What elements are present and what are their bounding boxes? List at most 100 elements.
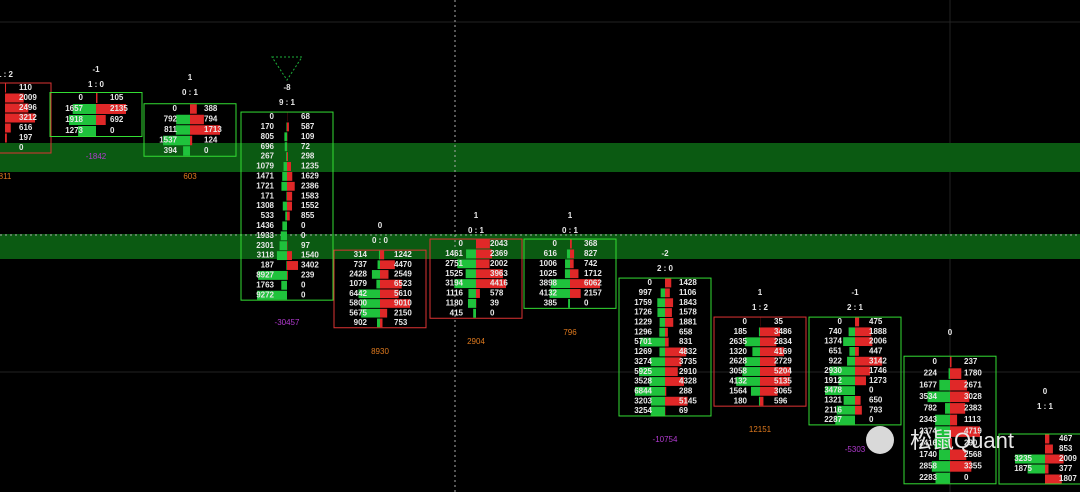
ask-bar: [476, 259, 490, 269]
ask-volume: 616: [19, 123, 33, 132]
ask-bar: [570, 259, 574, 269]
ask-volume: 2150: [394, 308, 412, 317]
bid-bar: [1015, 454, 1045, 464]
bid-volume: 533: [261, 211, 275, 220]
ask-bar: [380, 318, 383, 328]
ask-bar: [190, 104, 197, 114]
ask-bar: [570, 269, 579, 279]
bid-volume: 902: [354, 318, 368, 327]
ask-volume: 0: [19, 143, 24, 152]
ask-bar: [760, 327, 781, 337]
bid-bar: [360, 299, 380, 308]
candle-total: 2904: [467, 337, 485, 346]
bid-bar: [282, 201, 287, 211]
bid-bar: [758, 327, 760, 337]
candle-delta: 0: [378, 221, 383, 230]
ask-volume: 0: [964, 473, 969, 482]
bid-volume: 1374: [824, 337, 842, 346]
bid-bar: [657, 298, 665, 308]
bid-bar: [843, 337, 855, 346]
ask-volume: 1113: [964, 415, 981, 424]
bid-volume: 1006: [539, 259, 557, 268]
ask-bar: [5, 113, 35, 123]
ask-bar: [665, 386, 667, 396]
bid-volume: 811: [164, 125, 177, 134]
bid-bar: [650, 357, 665, 367]
bid-bar: [284, 132, 287, 142]
bid-bar: [758, 396, 760, 406]
ask-volume: 2135: [110, 104, 128, 113]
bid-bar: [927, 391, 950, 403]
ask-bar: [855, 405, 862, 415]
ask-bar: [1045, 444, 1053, 454]
ask-volume: 794: [204, 115, 218, 124]
bid-bar: [935, 414, 950, 426]
ask-volume: 793: [869, 405, 883, 414]
ask-volume: 110: [19, 83, 32, 92]
ask-volume: 237: [964, 357, 978, 366]
bid-volume: 1269: [634, 347, 652, 356]
ask-volume: 753: [394, 318, 408, 327]
ask-volume: 2834: [774, 337, 792, 346]
ask-bar: [950, 461, 972, 472]
ask-volume: 9010: [394, 299, 412, 308]
bid-bar: [744, 337, 760, 347]
ask-bar: [665, 396, 688, 406]
bid-bar: [657, 308, 665, 317]
candle-delta: 1: [188, 73, 193, 82]
bid-bar: [280, 231, 287, 241]
bid-volume: 2343: [919, 415, 937, 424]
bid-volume: 1525: [445, 269, 463, 278]
ask-bar: [950, 391, 970, 403]
ask-bar: [570, 289, 581, 298]
ask-bar: [855, 317, 860, 327]
bid-volume: 1537: [159, 136, 177, 145]
bid-bar: [457, 259, 476, 269]
bid-volume: 737: [354, 260, 368, 269]
ask-volume: 2369: [490, 249, 508, 258]
bid-bar: [843, 396, 855, 405]
ask-bar: [665, 278, 672, 288]
ask-volume: 1888: [869, 327, 887, 336]
bid-volume: 1721: [256, 181, 274, 190]
bid-volume: 185: [734, 327, 748, 336]
bid-volume: 616: [544, 249, 558, 258]
ask-bar: [1045, 474, 1062, 484]
ask-volume: 290: [964, 438, 978, 447]
ask-bar: [950, 356, 952, 368]
bid-volume: 2116: [825, 405, 843, 414]
ask-volume: 4169: [774, 347, 792, 356]
bid-volume: 2287: [824, 415, 842, 424]
bid-volume: 8927: [256, 271, 274, 280]
ask-volume: 4470: [394, 260, 412, 269]
candle-box: [903, 355, 997, 485]
bid-volume: 5675: [349, 308, 367, 317]
ask-bar: [665, 288, 670, 298]
bid-volume: 740: [829, 327, 843, 336]
ask-bar: [287, 171, 293, 181]
ask-bar: [476, 279, 506, 289]
bid-volume: 1296: [634, 327, 652, 336]
bid-bar: [659, 317, 665, 327]
bid-bar: [376, 318, 380, 328]
bid-volume: 792: [164, 115, 178, 124]
ask-volume: 4328: [679, 377, 697, 386]
ask-volume: 288: [679, 386, 693, 395]
ask-volume: 1106: [679, 288, 697, 297]
ask-volume: 5204: [774, 367, 792, 376]
ask-bar: [1045, 464, 1049, 474]
ask-volume: 855: [301, 211, 315, 220]
ask-volume: 105: [110, 93, 124, 102]
bid-volume: 4132: [729, 377, 747, 386]
ask-volume: 2671: [964, 380, 982, 389]
ask-bar: [855, 327, 872, 337]
watermark-group: 松鼠Quant: [866, 426, 1014, 454]
bid-bar: [1027, 464, 1045, 474]
bid-volume: 2930: [824, 366, 842, 375]
ask-bar: [5, 103, 29, 113]
candle-ratio: 9 : 1: [279, 98, 296, 107]
candle-ratio: 0 : 0: [372, 236, 389, 245]
ask-volume: 5610: [394, 289, 412, 298]
bid-bar: [282, 221, 287, 231]
